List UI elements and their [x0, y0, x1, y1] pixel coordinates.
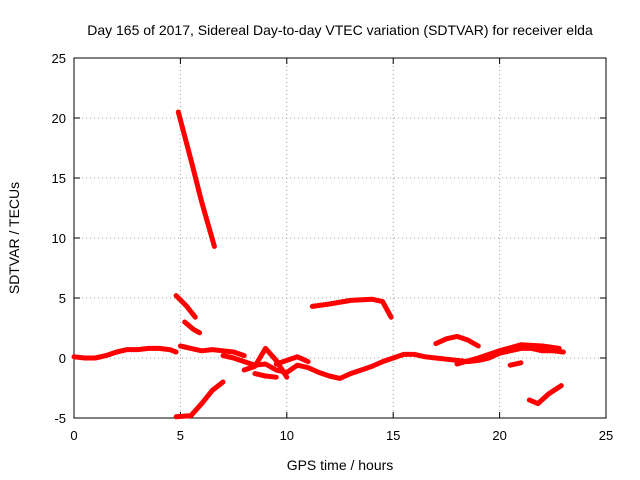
x-tick-label: 0 — [70, 428, 77, 443]
series-seg9 — [252, 371, 279, 380]
y-axis-label: SDTVAR / TECUs — [6, 182, 22, 294]
series-seg11 — [309, 296, 394, 320]
chart-title: Day 165 of 2017, Sidereal Day-to-day VTE… — [87, 22, 593, 38]
axis-ticks: 0 5 10 15 20 25 -5 0 5 10 15 20 25 — [52, 51, 614, 443]
series-seg1 — [71, 345, 179, 361]
series-seg13 — [454, 342, 562, 367]
x-tick-label: 10 — [280, 428, 294, 443]
x-tick-label: 20 — [492, 428, 506, 443]
series-seg15 — [526, 383, 564, 407]
series-seg12 — [433, 333, 481, 349]
series-seg5 — [177, 343, 247, 359]
y-tick-label: 10 — [52, 231, 66, 246]
y-tick-label: 0 — [59, 351, 66, 366]
series-seg7 — [220, 345, 566, 381]
y-tick-label: -5 — [54, 411, 66, 426]
series-seg6 — [173, 379, 226, 420]
series-seg2 — [175, 109, 217, 249]
y-tick-label: 15 — [52, 171, 66, 186]
series-seg3 — [173, 293, 198, 320]
x-tick-label: 15 — [386, 428, 400, 443]
series-seg14 — [507, 360, 524, 368]
x-tick-label: 5 — [177, 428, 184, 443]
y-tick-label: 5 — [59, 291, 66, 306]
x-axis-label: GPS time / hours — [287, 457, 394, 473]
y-tick-label: 25 — [52, 51, 66, 66]
y-tick-label: 20 — [52, 111, 66, 126]
data-series — [71, 109, 566, 420]
series-seg10 — [273, 354, 311, 367]
series-seg4 — [182, 319, 203, 336]
x-tick-label: 25 — [599, 428, 613, 443]
series-seg8 — [241, 345, 290, 380]
grid-lines — [74, 58, 606, 418]
